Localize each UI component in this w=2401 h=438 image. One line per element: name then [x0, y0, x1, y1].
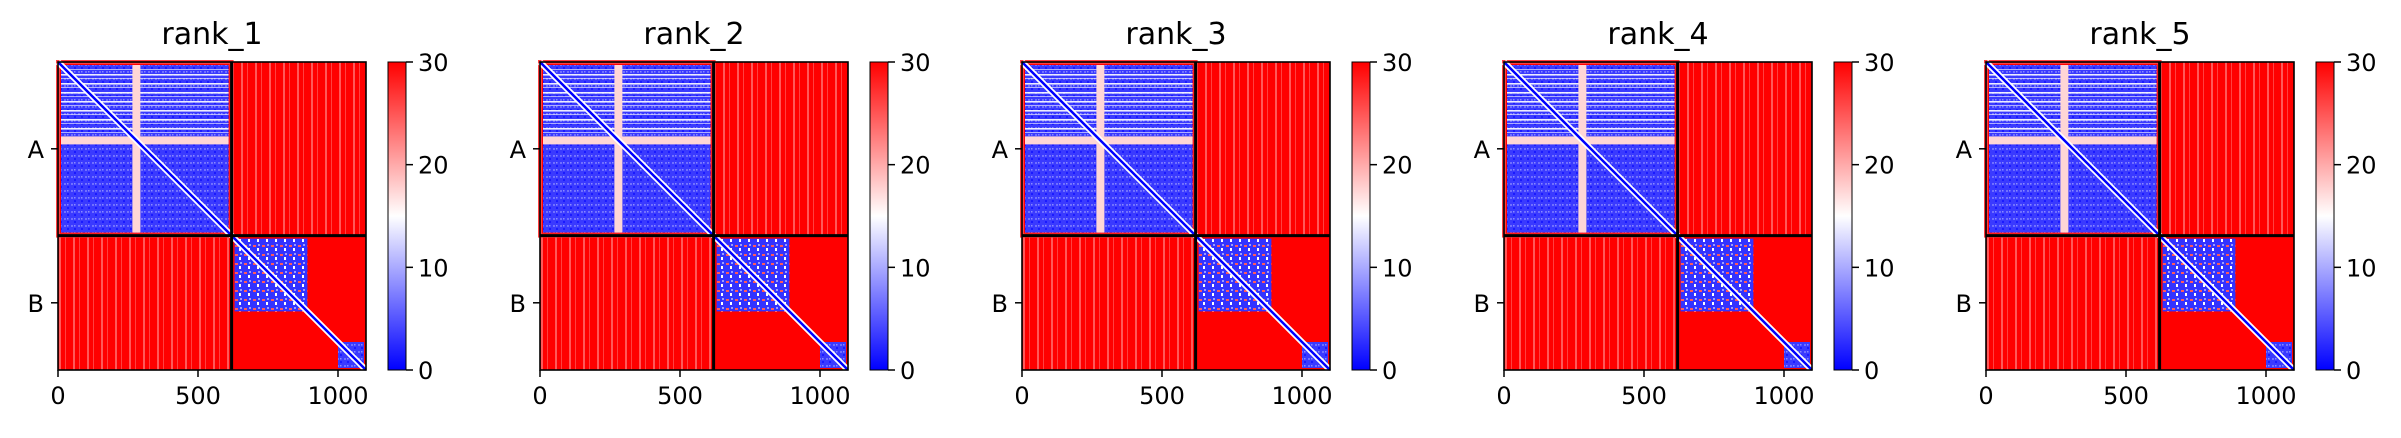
interchain-block-ab [2159, 62, 2294, 236]
interchain-block-ab [1195, 62, 1330, 236]
panel-title: rank_2 [643, 17, 744, 52]
colorbar [869, 61, 889, 371]
axes-frame [1503, 61, 1813, 371]
heatmap-panel: rank_2 0 500 1000 A B 0 10 20 30 [510, 17, 931, 410]
colorbar-tick-label: 30 [1864, 49, 1895, 77]
colorbar-tick-label: 20 [1382, 152, 1413, 180]
axes-frame [539, 61, 849, 371]
y-tick-label: A [1956, 136, 1973, 164]
y-tick-label: A [1474, 136, 1491, 164]
y-tick-label: A [992, 136, 1009, 164]
y-tick-label: B [1474, 290, 1490, 318]
x-tick-label: 1000 [1753, 382, 1814, 410]
y-tick-label: B [992, 290, 1008, 318]
x-tick-label: 500 [1621, 382, 1667, 410]
diagonal-line [1503, 61, 1813, 371]
interchain-block-ab [231, 62, 366, 236]
y-tick-label: B [510, 290, 526, 318]
domain-gap-horizontal [1989, 136, 2157, 145]
axes-frame [1985, 61, 2295, 371]
diagonal-line [1021, 61, 1331, 371]
stripe-region-a [1507, 68, 1675, 139]
domain-gap-horizontal [1507, 136, 1675, 145]
colorbar [387, 61, 407, 371]
panel-title: rank_5 [2089, 17, 2190, 52]
colorbar-tick-label: 0 [900, 357, 915, 385]
y-tick-label: B [28, 290, 44, 318]
heatmap-panel: rank_1 0 500 1000 A B 0 10 20 30 [28, 17, 449, 410]
interchain-block-ba [1022, 235, 1196, 370]
colorbar [1833, 61, 1853, 371]
y-tick-label: A [28, 136, 45, 164]
x-tick-label: 0 [532, 382, 547, 410]
interchain-block-ba [1986, 235, 2160, 370]
domain-gap-vertical [1096, 65, 1105, 233]
colorbar [2315, 61, 2335, 371]
colorbar-tick-label: 20 [900, 152, 931, 180]
domain-gap-horizontal [61, 136, 229, 145]
panel-title: rank_3 [1125, 17, 1226, 52]
x-tick-label: 1000 [307, 382, 368, 410]
interchain-block-ba [1504, 235, 1678, 370]
colorbar-tick-label: 10 [418, 254, 449, 282]
interchain-block-ba [58, 235, 232, 370]
domain-gap-horizontal [543, 136, 711, 145]
stripe-region-a [543, 68, 711, 139]
colorbar-tick-label: 0 [2346, 357, 2361, 385]
interchain-block-ab [1677, 62, 1812, 236]
colorbar-tick-label: 10 [900, 254, 931, 282]
interchain-block-ab [713, 62, 848, 236]
colorbar-tick-label: 20 [1864, 152, 1895, 180]
diagonal-line [539, 61, 849, 371]
colorbar-tick-label: 30 [418, 49, 449, 77]
stripe-region-a [1025, 68, 1193, 139]
domain-gap-vertical [1578, 65, 1587, 233]
heatmap-panel: rank_4 0 500 1000 A B 0 10 20 30 [1474, 17, 1895, 410]
x-tick-label: 500 [2103, 382, 2149, 410]
stripe-region-a [61, 68, 229, 139]
panel-title: rank_4 [1607, 17, 1708, 52]
colorbar-tick-label: 0 [418, 357, 433, 385]
colorbar-tick-label: 0 [1382, 357, 1397, 385]
domain-gap-horizontal [1025, 136, 1193, 145]
colorbar-tick-label: 20 [418, 152, 449, 180]
heatmap-panel: rank_5 0 500 1000 A B 0 10 20 30 [1956, 17, 2377, 410]
colorbar [1351, 61, 1371, 371]
colorbar-tick-label: 10 [2346, 254, 2377, 282]
y-tick-label: A [510, 136, 527, 164]
domain-gap-vertical [132, 65, 141, 233]
axes-frame [57, 61, 367, 371]
colorbar-tick-label: 10 [1382, 254, 1413, 282]
colorbar-tick-label: 30 [900, 49, 931, 77]
x-tick-label: 0 [1014, 382, 1029, 410]
panel-title: rank_1 [161, 17, 262, 52]
stripe-region-a [1989, 68, 2157, 139]
x-tick-label: 1000 [789, 382, 850, 410]
heatmap-panel: rank_3 0 500 1000 A B 0 10 20 30 [992, 17, 1413, 410]
diagonal-line [57, 61, 367, 371]
colorbar-tick-label: 10 [1864, 254, 1895, 282]
colorbar-tick-label: 20 [2346, 152, 2377, 180]
colorbar-tick-label: 30 [2346, 49, 2377, 77]
x-tick-label: 500 [175, 382, 221, 410]
y-tick-label: B [1956, 290, 1972, 318]
domain-gap-vertical [2060, 65, 2069, 233]
x-tick-label: 1000 [1271, 382, 1332, 410]
colorbar-tick-label: 0 [1864, 357, 1879, 385]
interchain-block-ba [540, 235, 714, 370]
x-tick-label: 0 [50, 382, 65, 410]
axes-frame [1021, 61, 1331, 371]
x-tick-label: 500 [1139, 382, 1185, 410]
x-tick-label: 1000 [2235, 382, 2296, 410]
x-tick-label: 0 [1496, 382, 1511, 410]
diagonal-line [1985, 61, 2295, 371]
domain-gap-vertical [614, 65, 623, 233]
x-tick-label: 0 [1978, 382, 1993, 410]
x-tick-label: 500 [657, 382, 703, 410]
colorbar-tick-label: 30 [1382, 49, 1413, 77]
